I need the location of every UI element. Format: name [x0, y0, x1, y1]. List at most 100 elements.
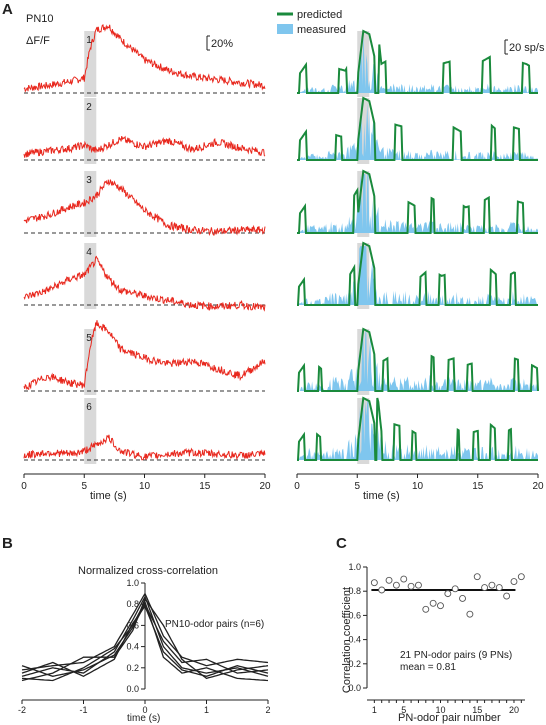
panel-c-annotation-1: 21 PN-odor pairs (9 PNs): [400, 650, 512, 661]
fluorescence-scale-bar: 20%: [206, 35, 233, 51]
trace-row: 5: [23, 320, 266, 395]
data-point: [495, 584, 503, 592]
legend-predicted-label: predicted: [297, 9, 342, 21]
x-tick-label: 1: [204, 705, 209, 715]
measured-area: [297, 401, 538, 460]
y-tick-label: 0.4: [348, 635, 361, 645]
fluorescence-trace: [23, 24, 266, 93]
data-point: [459, 595, 466, 602]
correlation-scatter-plot: 0.00.20.40.60.81.01 5 10 15 20: [348, 562, 525, 715]
rate-scale-bar: 20 sp/s: [504, 39, 545, 55]
trial-label: 3: [86, 175, 92, 186]
panel-c-label: C: [336, 535, 347, 552]
data-point: [517, 573, 525, 581]
pn-label: PN10: [26, 13, 54, 25]
y-tick-label: 0.0: [348, 683, 361, 693]
y-tick-label: 0.6: [348, 610, 361, 620]
trial-label: 5: [86, 333, 92, 344]
x-tick-label: 10: [412, 481, 424, 492]
measured-area: [297, 332, 538, 391]
xcorr-curve: [21, 602, 269, 677]
trace-row: 2: [23, 98, 266, 164]
measured-area: [297, 101, 538, 160]
trace-row: 1: [23, 24, 266, 97]
panel-c-y-label: Correlation coefficient: [341, 587, 353, 693]
dff-label: ΔF/F: [26, 35, 50, 47]
rate-scale-label: 20 sp/s: [509, 42, 545, 54]
data-point: [378, 586, 386, 594]
panel-c-annotation-2: mean = 0.81: [400, 662, 456, 673]
x-tick-label: 20: [259, 481, 271, 492]
x-tick-label: 0: [294, 481, 300, 492]
fluorescence-traces: 1 2 3 4 5 6: [23, 24, 266, 464]
x-tick-label: 10: [435, 705, 445, 715]
y-tick-label: 0.2: [126, 663, 139, 673]
stimulus-bar: [84, 329, 97, 395]
cross-correlation-plot: 0.00.20.40.60.81.0-2 -1 0 1 2: [18, 578, 271, 715]
stimulus-bar: [84, 31, 97, 97]
x-tick-label: -2: [18, 705, 26, 715]
rate-row: [297, 327, 539, 395]
data-point: [451, 585, 459, 593]
rate-row: [297, 241, 538, 309]
x-tick-label: 15: [472, 705, 482, 715]
data-point: [444, 590, 452, 598]
predicted-trace: [297, 241, 538, 306]
panel-b-x-label: time (s): [127, 713, 160, 724]
x-tick-label: 20: [532, 481, 544, 492]
y-tick-label: 1.0: [348, 562, 361, 572]
data-point: [429, 599, 437, 607]
legend-measured-swatch: [277, 24, 293, 34]
data-point: [407, 582, 415, 590]
predicted-trace: [297, 327, 539, 392]
x-tick-label: 0: [21, 481, 27, 492]
trial-label: 2: [86, 102, 92, 113]
trial-label: 4: [86, 247, 92, 258]
panel-b-label: B: [2, 535, 13, 552]
x-tick-label: 10: [139, 481, 151, 492]
predicted-trace: [297, 96, 538, 161]
fluorescence-trace: [23, 255, 266, 312]
y-tick-label: 0.8: [126, 599, 139, 609]
x-tick-label: 5: [81, 481, 87, 492]
data-point: [422, 605, 430, 613]
measured-area: [297, 246, 538, 305]
legend: predicted measured: [277, 9, 346, 36]
x-tick-label: 5: [401, 705, 406, 715]
firing-rate-traces: [297, 29, 539, 464]
xcorr-curve: [21, 600, 269, 682]
x-tick-label: 0: [142, 705, 147, 715]
y-tick-label: 1.0: [126, 578, 139, 588]
fluorescence-scale-label: 20%: [211, 38, 233, 50]
fluorescence-trace: [23, 320, 266, 391]
panel-b-annotation: PN10-odor pairs (n=6): [165, 619, 264, 630]
panel-c-x-label: PN-odor pair number: [398, 712, 501, 724]
panel-a-label: A: [2, 1, 13, 18]
trace-row: 3: [23, 171, 266, 237]
data-point: [488, 581, 496, 589]
y-tick-label: 0.8: [348, 586, 361, 596]
data-point: [385, 576, 393, 584]
trace-row: 4: [23, 243, 266, 312]
stimulus-bar: [84, 243, 97, 309]
data-point: [370, 579, 378, 587]
fluorescence-trace: [23, 179, 266, 236]
rate-row: [297, 29, 538, 97]
panel-a-left-x-axis: time (s) 0 5 10 15 20: [21, 473, 271, 502]
x-tick-label: 15: [472, 481, 484, 492]
trace-row: 6: [23, 398, 266, 464]
fluorescence-trace: [23, 434, 266, 461]
panel-a-right-x-axis: time (s) 0 5 10 15 20: [294, 473, 544, 502]
x-tick-label: 1: [372, 705, 377, 715]
data-point: [510, 578, 518, 585]
panel-b-title: Normalized cross-correlation: [78, 565, 218, 577]
stimulus-bar: [84, 171, 97, 237]
trial-label: 1: [86, 35, 92, 46]
data-point: [400, 575, 408, 583]
predicted-trace: [297, 169, 538, 234]
trial-label: 6: [86, 402, 92, 413]
x-tick-label: 2: [265, 705, 270, 715]
measured-area: [297, 34, 538, 93]
predicted-trace: [297, 29, 538, 94]
x-tick-label: -1: [79, 705, 87, 715]
